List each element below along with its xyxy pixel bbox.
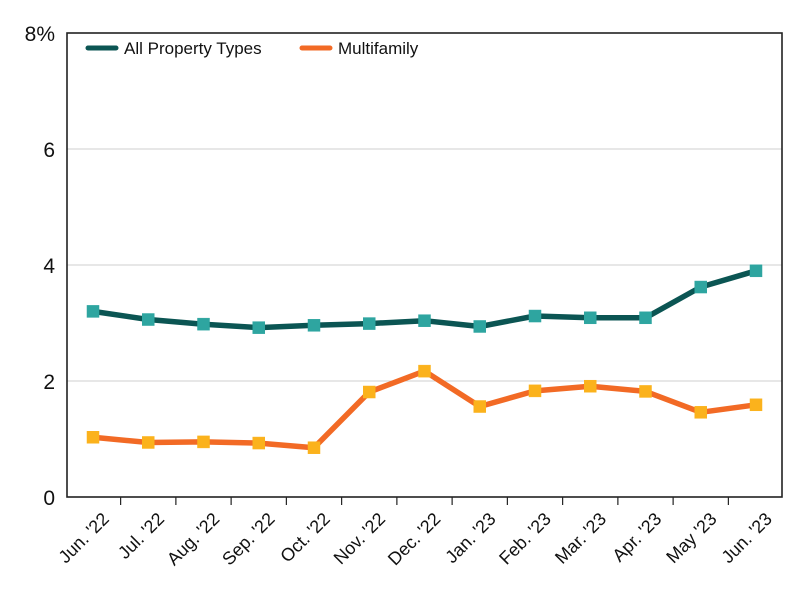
data-point-1-9	[584, 379, 597, 393]
data-point-0-3	[252, 321, 265, 334]
data-point-1-3	[252, 436, 265, 450]
data-point-1-2	[197, 435, 210, 449]
data-point-0-7	[473, 320, 486, 333]
x-tick-label: Oct. '22	[276, 509, 334, 567]
data-point-0-0	[86, 305, 100, 318]
x-tick-label: Aug. '22	[163, 509, 223, 569]
x-tick-label: Jun. '23	[718, 509, 776, 567]
y-tick-label: 8%	[25, 23, 55, 46]
x-tick-label: Dec. '22	[384, 509, 444, 569]
data-point-0-5	[363, 317, 376, 330]
data-point-0-6	[418, 314, 431, 327]
series-line-1	[90, 368, 759, 451]
y-tick-label: 2	[43, 371, 55, 394]
data-point-1-10	[639, 385, 652, 398]
data-point-0-10	[639, 311, 652, 325]
y-axis-ticks: 0 2 4 6 8%	[25, 23, 56, 510]
data-point-1-11	[694, 406, 707, 419]
data-point-0-2	[197, 317, 210, 331]
legend: All Property Types Multifamily	[85, 39, 419, 58]
grid-lines	[67, 148, 782, 382]
y-tick-label: 0	[43, 487, 55, 510]
plot-frame	[66, 32, 783, 498]
legend-label-all-property-types: All Property Types	[124, 39, 262, 58]
x-tick-label: Sep. '22	[218, 509, 278, 569]
x-tick-label: Jan. '23	[441, 509, 499, 567]
x-tick-label: Nov. '22	[330, 509, 389, 568]
data-point-0-4	[307, 319, 321, 332]
data-point-0-8	[528, 309, 542, 323]
legend-label-multifamily: Multifamily	[338, 39, 419, 58]
x-tick-label: May '23	[662, 509, 720, 567]
data-point-1-8	[528, 384, 542, 398]
data-point-0-12	[749, 264, 763, 278]
data-point-1-0	[86, 431, 100, 444]
data-point-0-1	[142, 313, 155, 326]
x-tick-label: Apr. '23	[608, 509, 665, 566]
x-tick-label: Jun. '22	[55, 509, 113, 567]
x-tick-label: Jul. '22	[114, 509, 168, 563]
data-point-1-12	[749, 398, 763, 412]
y-tick-label: 6	[43, 139, 55, 162]
data-point-0-11	[694, 280, 707, 294]
data-point-1-6	[418, 364, 431, 378]
data-point-1-7	[473, 400, 486, 413]
x-tick-label: Mar. '23	[551, 509, 610, 568]
y-tick-label: 4	[43, 255, 55, 278]
series-group	[86, 264, 763, 454]
data-point-1-1	[142, 436, 155, 449]
data-point-1-4	[307, 441, 321, 454]
x-tick-label: Feb. '23	[495, 509, 555, 569]
data-point-0-9	[584, 311, 597, 325]
data-point-1-5	[363, 385, 376, 399]
